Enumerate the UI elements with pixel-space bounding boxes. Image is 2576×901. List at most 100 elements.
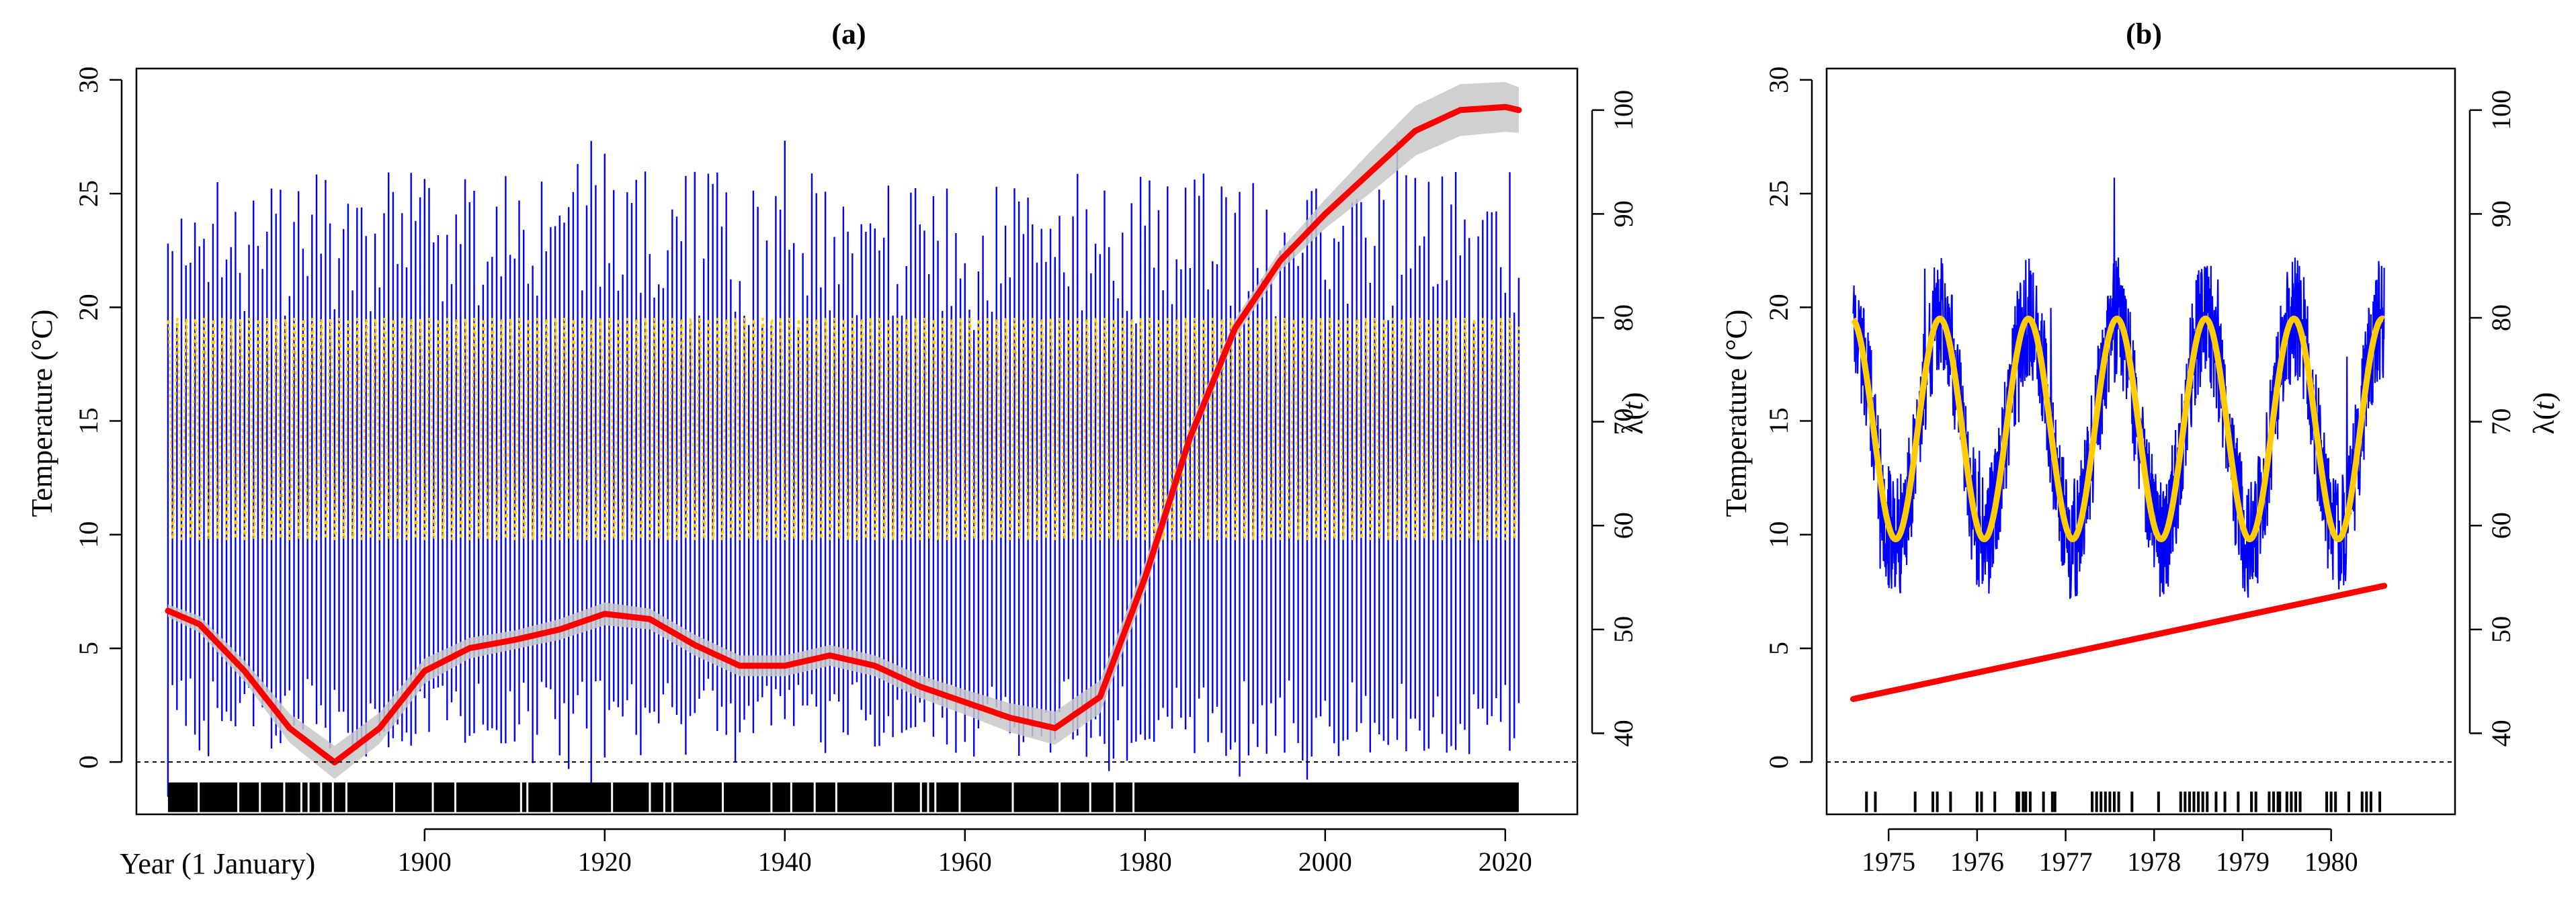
- panel-b-event-mark: [2192, 791, 2196, 812]
- panel-b-event-mark: [2365, 791, 2368, 812]
- panel-b-event-mark: [2206, 791, 2209, 812]
- panel-a: (a) 1900 1920 1940 1960 1980 2000 2020 0 5 10 15 20…: [26, 17, 1649, 880]
- panel-b-x-tick-label: 1976: [1950, 847, 2004, 877]
- panel-a-x-tick-label: 2020: [1479, 847, 1532, 877]
- panel-b-event-mark: [2254, 791, 2257, 812]
- panel-b-event-mark: [2017, 791, 2020, 812]
- panel-b-event-mark: [2298, 791, 2302, 812]
- panel-a-event-rug-gap: [198, 782, 200, 812]
- panel-b-event-mark: [2378, 791, 2382, 812]
- panel-b-event-mark: [2104, 791, 2107, 812]
- panel-b-event-mark: [2369, 791, 2372, 812]
- panel-a-event-rug-gap: [919, 782, 922, 812]
- panel-a-left-y-tick-label: 25: [73, 180, 103, 207]
- panel-b-event-mark: [2130, 791, 2134, 812]
- panel-b-event-mark: [2290, 791, 2293, 812]
- panel-b-right-y-tick-label: 40: [2486, 720, 2516, 746]
- panel-b-right-y-tick-label: 100: [2486, 90, 2516, 130]
- panel-b-right-y-tick-label: 90: [2486, 200, 2516, 227]
- panel-a-event-rug-gap: [345, 782, 347, 812]
- panel-b-right-y-tick-label: 60: [2486, 512, 2516, 539]
- panel-a-right-y-tick-label: 90: [1608, 200, 1638, 227]
- panel-a-right-y-tick-label: 40: [1608, 720, 1638, 746]
- panel-a-left-y-tick-label: 5: [73, 642, 103, 655]
- panel-a-x-tick-label: 1960: [938, 847, 992, 877]
- panel-b-event-mark: [2250, 791, 2253, 812]
- panel-b-event-mark: [2157, 791, 2160, 812]
- panel-b-x-tick-label: 1975: [1862, 847, 1915, 877]
- panel-b-event-mark: [2050, 791, 2054, 812]
- panel-b-event-mark: [2223, 791, 2227, 812]
- panel-b-event-mark: [2024, 791, 2028, 812]
- panel-b-x-tick-label: 1979: [2216, 847, 2270, 877]
- panel-b-event-mark: [2347, 791, 2350, 812]
- panel-a-event-rug-gap: [1089, 782, 1091, 812]
- panel-a-right-title-tail: ): [1616, 392, 1649, 402]
- panel-b-event-mark: [2268, 791, 2271, 812]
- panel-b-event-mark: [2237, 791, 2240, 812]
- panel-b-event-mark: [2091, 791, 2094, 812]
- panel-a-event-rug-gap: [722, 782, 724, 812]
- panel-b-event-mark: [2042, 791, 2045, 812]
- panel-a-x-tick-label: 1900: [398, 847, 452, 877]
- panel-a-event-rug-gap: [520, 782, 522, 812]
- panel-a-right-y-tick-label: 50: [1608, 616, 1638, 643]
- panel-b-fitted-seasonal-series: [1850, 315, 2386, 542]
- panel-b-left-y-tick-label: 20: [1763, 294, 1794, 320]
- panel-b-left-y-tick-label: 25: [1763, 180, 1794, 207]
- panel-b-right-title-var: t: [2528, 400, 2561, 410]
- panel-b-event-mark: [1949, 791, 1952, 812]
- panel-a-lambda-series: [165, 103, 1522, 766]
- panel-a-event-rug-gap: [770, 782, 773, 812]
- panel-b-event-mark: [2201, 791, 2204, 812]
- panel-b-event-mark: [2016, 791, 2019, 812]
- panel-b-plot-frame: [1825, 67, 2456, 816]
- panel-a-event-rug-gap: [1113, 782, 1116, 812]
- panel-a-event-rug-gap: [649, 782, 651, 812]
- panel-b-event-mark: [2022, 791, 2025, 812]
- panel-a-x-axis-title: Year (1 January): [120, 847, 315, 880]
- panel-b-right-title-tail: ): [2528, 392, 2561, 402]
- panel-b-event-mark: [2112, 791, 2116, 812]
- panel-b-x-tick-label: 1980: [2304, 847, 2358, 877]
- panel-b: (b) 1975 1976 1977 1978 1979 1980 0 5 10 15 20 25 30…: [1720, 17, 2561, 877]
- panel-a-event-rug-gap: [1058, 782, 1061, 812]
- panel-a-event-rug-gap: [958, 782, 961, 812]
- panel-b-event-mark: [2188, 791, 2191, 812]
- panel-a-event-rug-gap: [611, 782, 614, 812]
- panel-b-event-mark: [2053, 791, 2056, 812]
- panel-b-left-y-tick-label: 0: [1763, 755, 1794, 769]
- panel-a-event-rug-gap: [307, 782, 310, 812]
- panel-b-right-y-tick-label: 70: [2486, 409, 2516, 435]
- panel-b-event-mark: [2197, 791, 2200, 812]
- panel-a-left-y-tick-label: 15: [73, 408, 103, 435]
- panel-a-event-rug-gap: [892, 782, 895, 812]
- panel-b-title: (b): [2126, 17, 2162, 50]
- panel-a-x-tick-label: 1940: [758, 847, 812, 877]
- panel-a-event-rug-gap: [663, 782, 665, 812]
- panel-a-right-title-main: λ(: [1616, 410, 1649, 434]
- panel-a-event-rug-gap: [1132, 782, 1135, 812]
- panel-a-plot-frame: [135, 67, 1579, 816]
- panel-a-event-rug-gap: [259, 782, 261, 812]
- panel-b-right-title-main: λ(: [2528, 410, 2561, 434]
- panel-a-event-rug-gap: [300, 782, 302, 812]
- panel-a-event-rug-gap: [927, 782, 929, 812]
- panel-b-right-y-tick-label: 50: [2486, 616, 2516, 643]
- panel-a-right-y-tick-label: 100: [1608, 90, 1638, 130]
- panel-b-lambda-series: [1850, 583, 2388, 702]
- panel-b-y-axis-title: Temperature (°C): [1720, 310, 1753, 517]
- panel-a-left-y-tick-label: 0: [73, 755, 103, 769]
- panel-a-event-rug-gap: [550, 782, 553, 812]
- panel-b-x-tick-label: 1977: [2039, 847, 2093, 877]
- panel-a-plot-layer: 1900 1920 1940 1960 1980 2000 2020 0 5 10 15 20 25 30…: [73, 67, 1638, 877]
- panel-a-event-rug: [167, 782, 1519, 812]
- panel-b-right-y-tick-label: 80: [2486, 304, 2516, 331]
- panel-a-event-rug-gap: [237, 782, 240, 812]
- panel-a-y-axis-title: Temperature (°C): [26, 310, 58, 517]
- panel-b-event-mark: [2294, 791, 2297, 812]
- panel-b-event-mark: [1936, 791, 1939, 812]
- panel-b-event-mark: [2117, 791, 2120, 812]
- panel-b-event-mark: [2334, 791, 2337, 812]
